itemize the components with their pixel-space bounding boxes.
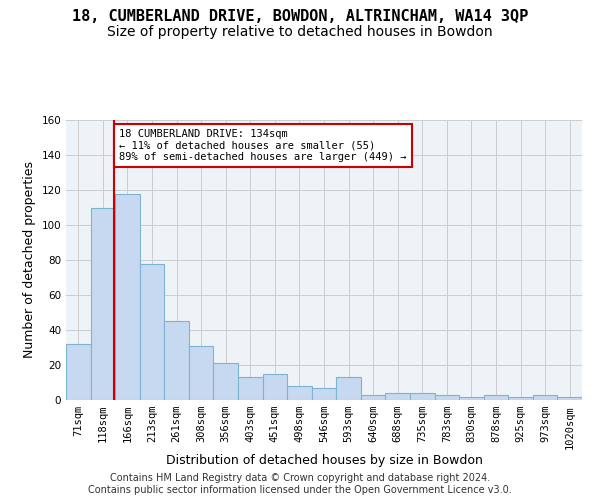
Bar [336,377,361,400]
Bar [115,194,140,400]
Text: Size of property relative to detached houses in Bowdon: Size of property relative to detached ho… [107,25,493,39]
Bar [66,344,91,400]
Bar [361,395,385,400]
Y-axis label: Number of detached properties: Number of detached properties [23,162,36,358]
Bar [263,374,287,400]
Bar [214,363,238,400]
Bar [189,346,214,400]
X-axis label: Distribution of detached houses by size in Bowdon: Distribution of detached houses by size … [166,454,482,467]
Bar [484,395,508,400]
Bar [312,388,336,400]
Bar [91,208,115,400]
Bar [508,396,533,400]
Bar [533,395,557,400]
Bar [385,393,410,400]
Text: 18 CUMBERLAND DRIVE: 134sqm
← 11% of detached houses are smaller (55)
89% of sem: 18 CUMBERLAND DRIVE: 134sqm ← 11% of det… [119,128,406,162]
Bar [238,377,263,400]
Bar [287,386,312,400]
Bar [140,264,164,400]
Bar [459,396,484,400]
Bar [410,393,434,400]
Bar [434,395,459,400]
Bar [557,396,582,400]
Text: Contains HM Land Registry data © Crown copyright and database right 2024.
Contai: Contains HM Land Registry data © Crown c… [88,474,512,495]
Text: 18, CUMBERLAND DRIVE, BOWDON, ALTRINCHAM, WA14 3QP: 18, CUMBERLAND DRIVE, BOWDON, ALTRINCHAM… [72,9,528,24]
Bar [164,322,189,400]
